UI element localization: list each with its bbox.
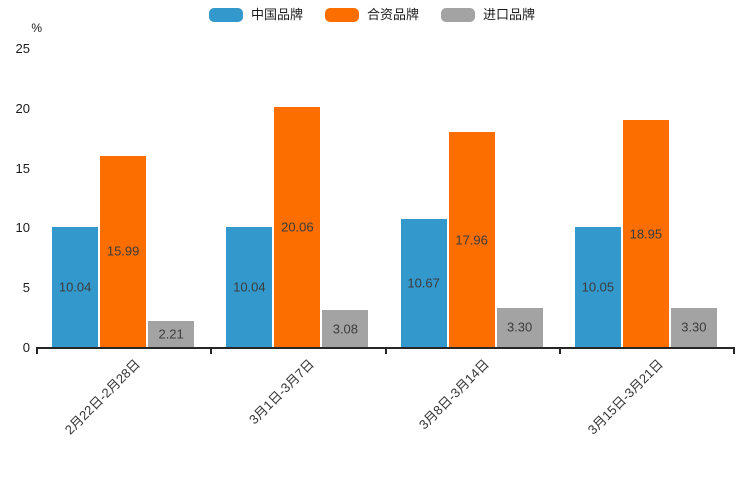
bar-value-label: 10.04: [233, 279, 266, 295]
y-tick-label: 5: [22, 280, 30, 296]
bar-s2-c0: [148, 320, 195, 347]
y-tick-label: 10: [15, 220, 30, 236]
x-axis-tick: [558, 349, 561, 354]
bar-s1-c0: [100, 155, 147, 347]
x-axis-label: 2月22日-2月28日: [61, 356, 144, 438]
bar-value-label: 20.06: [281, 219, 314, 235]
bar-value-label: 18.95: [629, 226, 663, 242]
bar-s0-c3: [574, 226, 621, 347]
x-axis-tick: [384, 349, 387, 354]
y-tick-label: 20: [15, 100, 30, 116]
bar-s0-c2: [400, 219, 447, 347]
y-tick-label: 25: [15, 41, 30, 56]
bar-value-label: 3.30: [506, 319, 533, 335]
bar-value-label: 10.04: [58, 279, 92, 295]
x-axis-tick: [36, 349, 38, 354]
bar-value-label: 3.30: [681, 319, 707, 335]
bar-value-label: 15.99: [106, 243, 140, 259]
bar-s2-c2: [496, 307, 543, 347]
legend-label: 中国品牌: [250, 7, 303, 22]
legend-swatch-icon: [324, 8, 359, 22]
y-tick-label: 0: [22, 340, 30, 355]
bar-s2-c1: [322, 310, 369, 347]
bar-s2-c3: [670, 307, 717, 347]
legend-swatch-icon: [441, 8, 475, 22]
x-axis-line: [36, 347, 735, 349]
legend-label: 合资品牌: [366, 7, 419, 22]
y-tick-label: 15: [15, 160, 30, 176]
bar-s1-c1: [274, 107, 321, 347]
y-axis-unit-label: %: [31, 21, 42, 35]
legend-item-0[interactable]: 中国品牌: [208, 7, 303, 22]
x-axis-tick: [210, 349, 213, 354]
bar-value-label: 10.67: [407, 275, 440, 291]
bar-s0-c1: [226, 226, 273, 347]
legend-item-1[interactable]: 合资品牌: [324, 7, 419, 22]
x-axis-tick: [733, 349, 735, 354]
bar-value-label: 3.08: [332, 321, 359, 337]
legend-swatch-icon: [208, 8, 243, 22]
bar-value-label: 17.96: [455, 232, 488, 248]
bar-value-label: 2.21: [158, 326, 184, 342]
bar-s1-c2: [448, 132, 495, 347]
bar-s0-c0: [52, 226, 99, 347]
bar-value-label: 10.05: [581, 279, 615, 295]
legend: 中国品牌 合资品牌 进口品牌: [0, 8, 744, 22]
legend-item-2[interactable]: 进口品牌: [441, 8, 535, 22]
legend-label: 进口品牌: [483, 7, 536, 22]
bar-s1-c3: [622, 120, 669, 347]
